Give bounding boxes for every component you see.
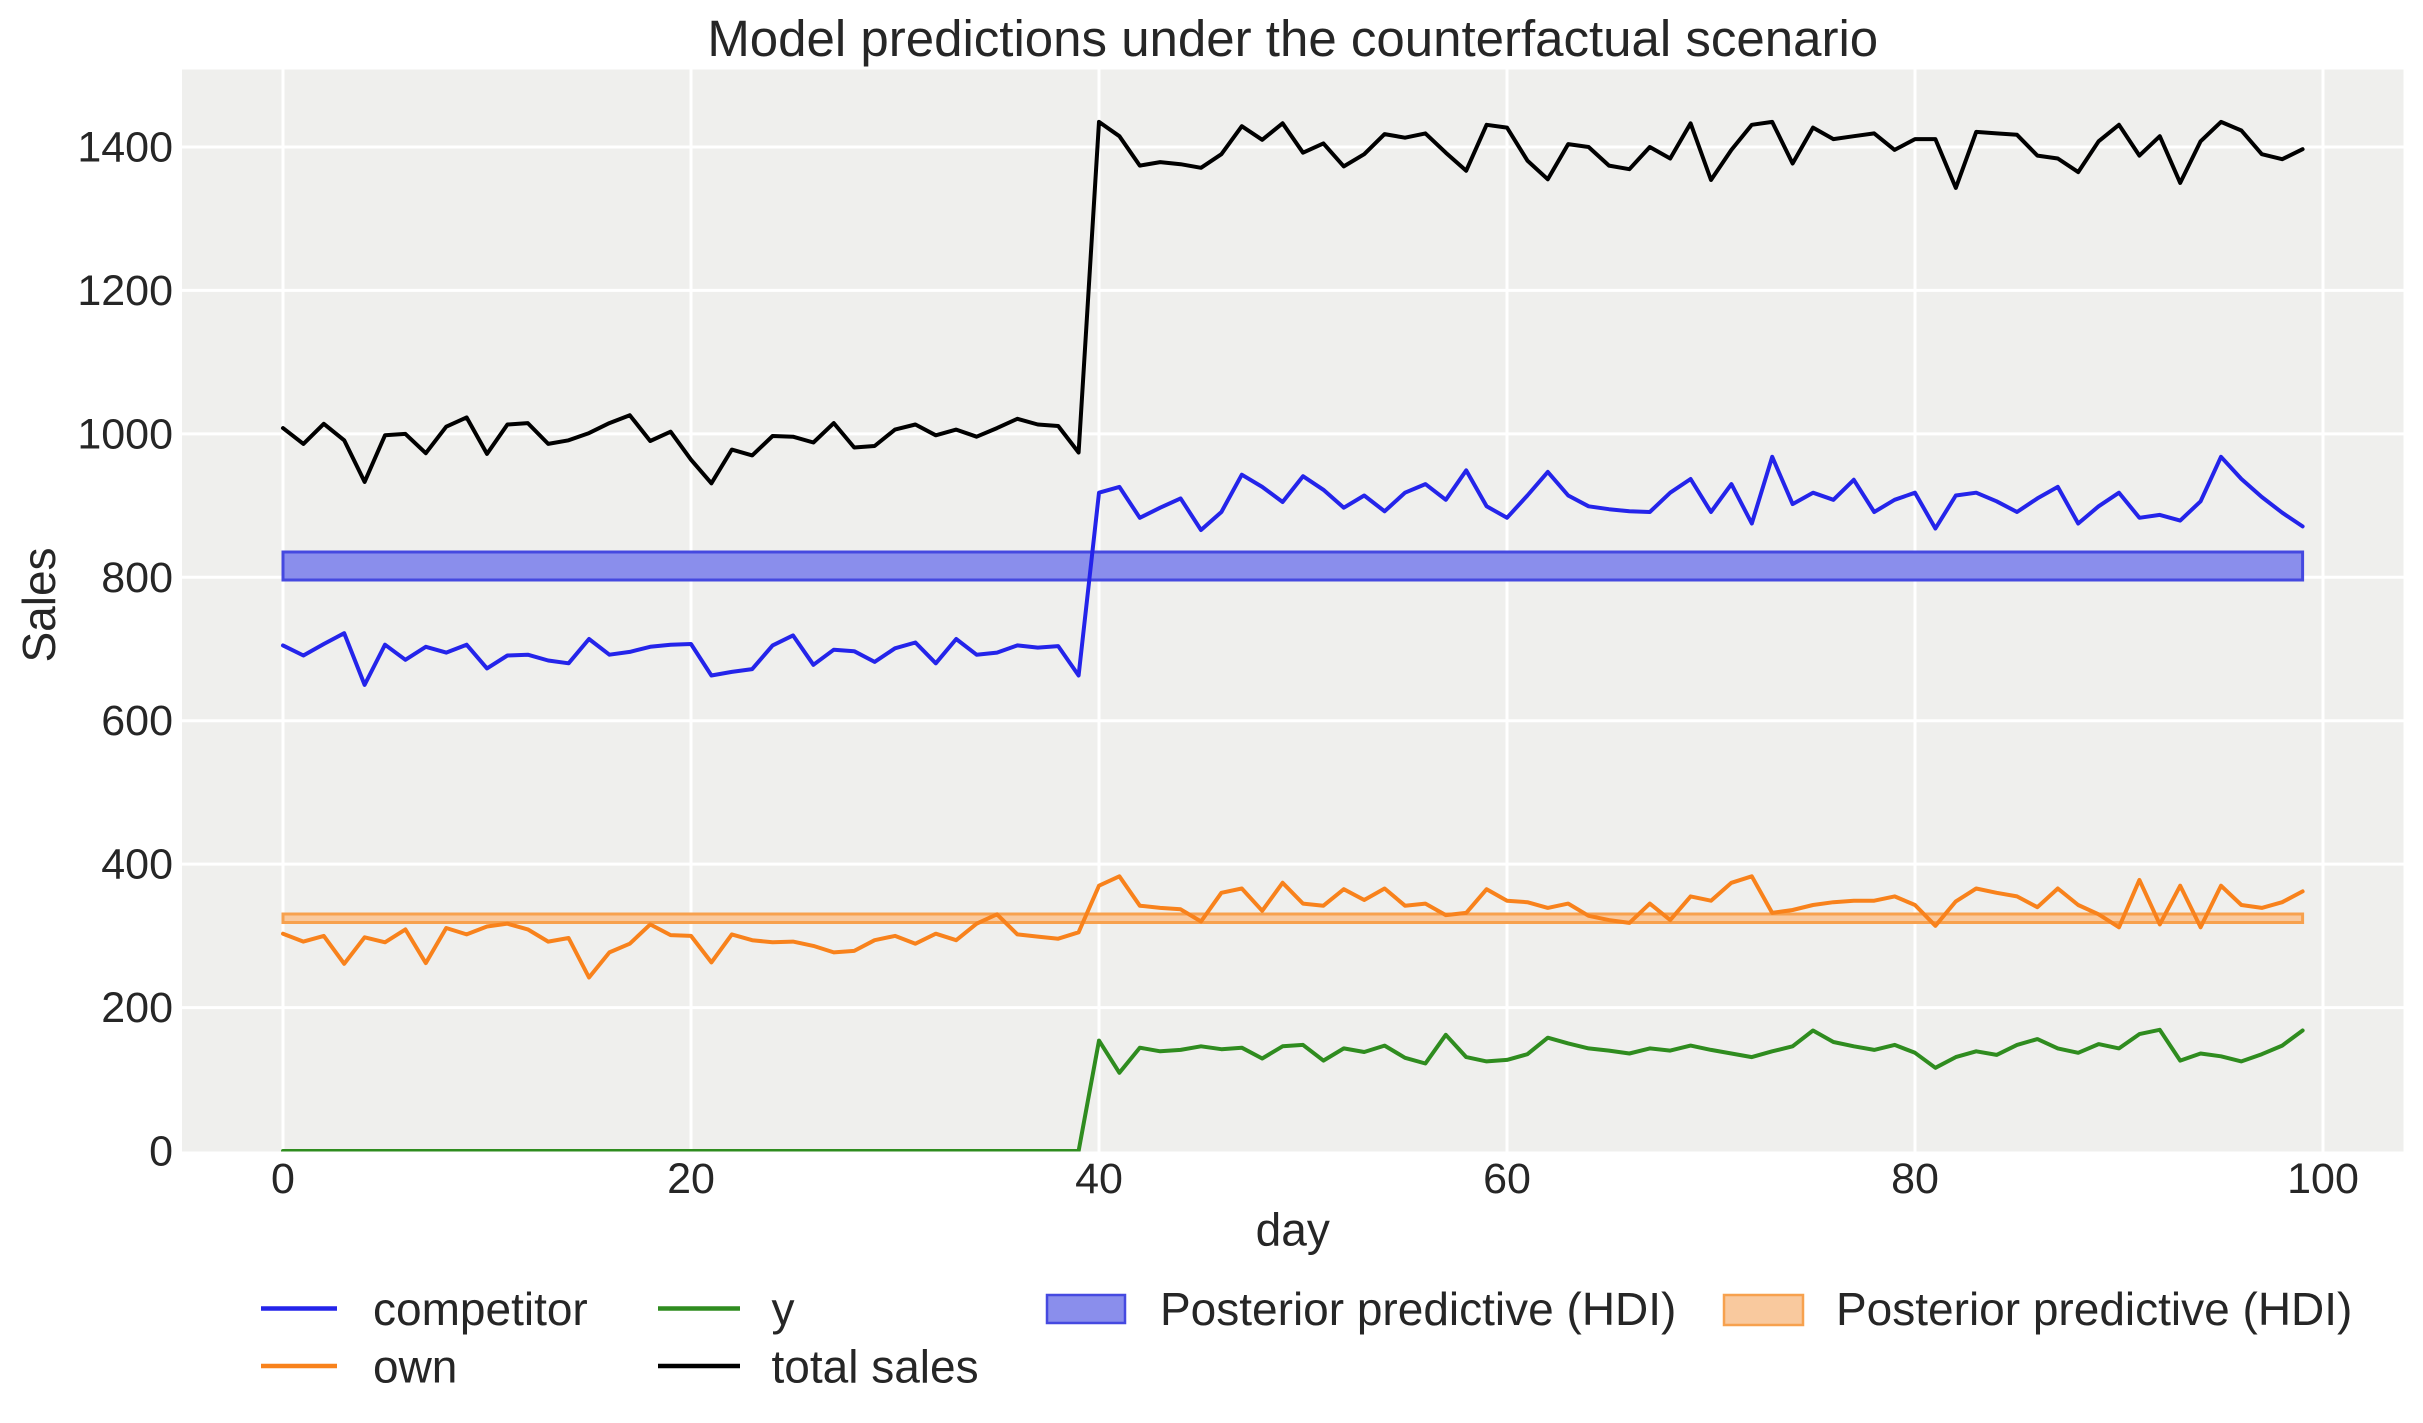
svg-text:total sales: total sales [772,1341,979,1393]
svg-text:400: 400 [101,841,173,889]
svg-text:800: 800 [101,554,173,602]
svg-text:60: 60 [1483,1155,1531,1203]
svg-text:Posterior predictive (HDI): Posterior predictive (HDI) [1160,1283,1676,1335]
svg-text:1200: 1200 [77,267,173,315]
svg-text:Sales: Sales [13,547,65,662]
svg-text:100: 100 [2287,1155,2359,1203]
svg-text:0: 0 [149,1128,173,1176]
svg-text:20: 20 [667,1155,715,1203]
svg-text:200: 200 [101,984,173,1032]
svg-text:0: 0 [271,1155,295,1203]
svg-text:40: 40 [1075,1155,1123,1203]
svg-text:1000: 1000 [77,410,173,458]
svg-text:competitor: competitor [373,1283,588,1335]
svg-text:600: 600 [101,697,173,745]
svg-text:y: y [772,1283,795,1335]
svg-text:day: day [1256,1204,1330,1256]
svg-text:own: own [373,1341,457,1393]
svg-text:80: 80 [1891,1155,1939,1203]
svg-text:1400: 1400 [77,124,173,172]
svg-text:Posterior predictive (HDI): Posterior predictive (HDI) [1836,1283,2352,1335]
svg-text:Model predictions under the co: Model predictions under the counterfactu… [707,10,1878,67]
